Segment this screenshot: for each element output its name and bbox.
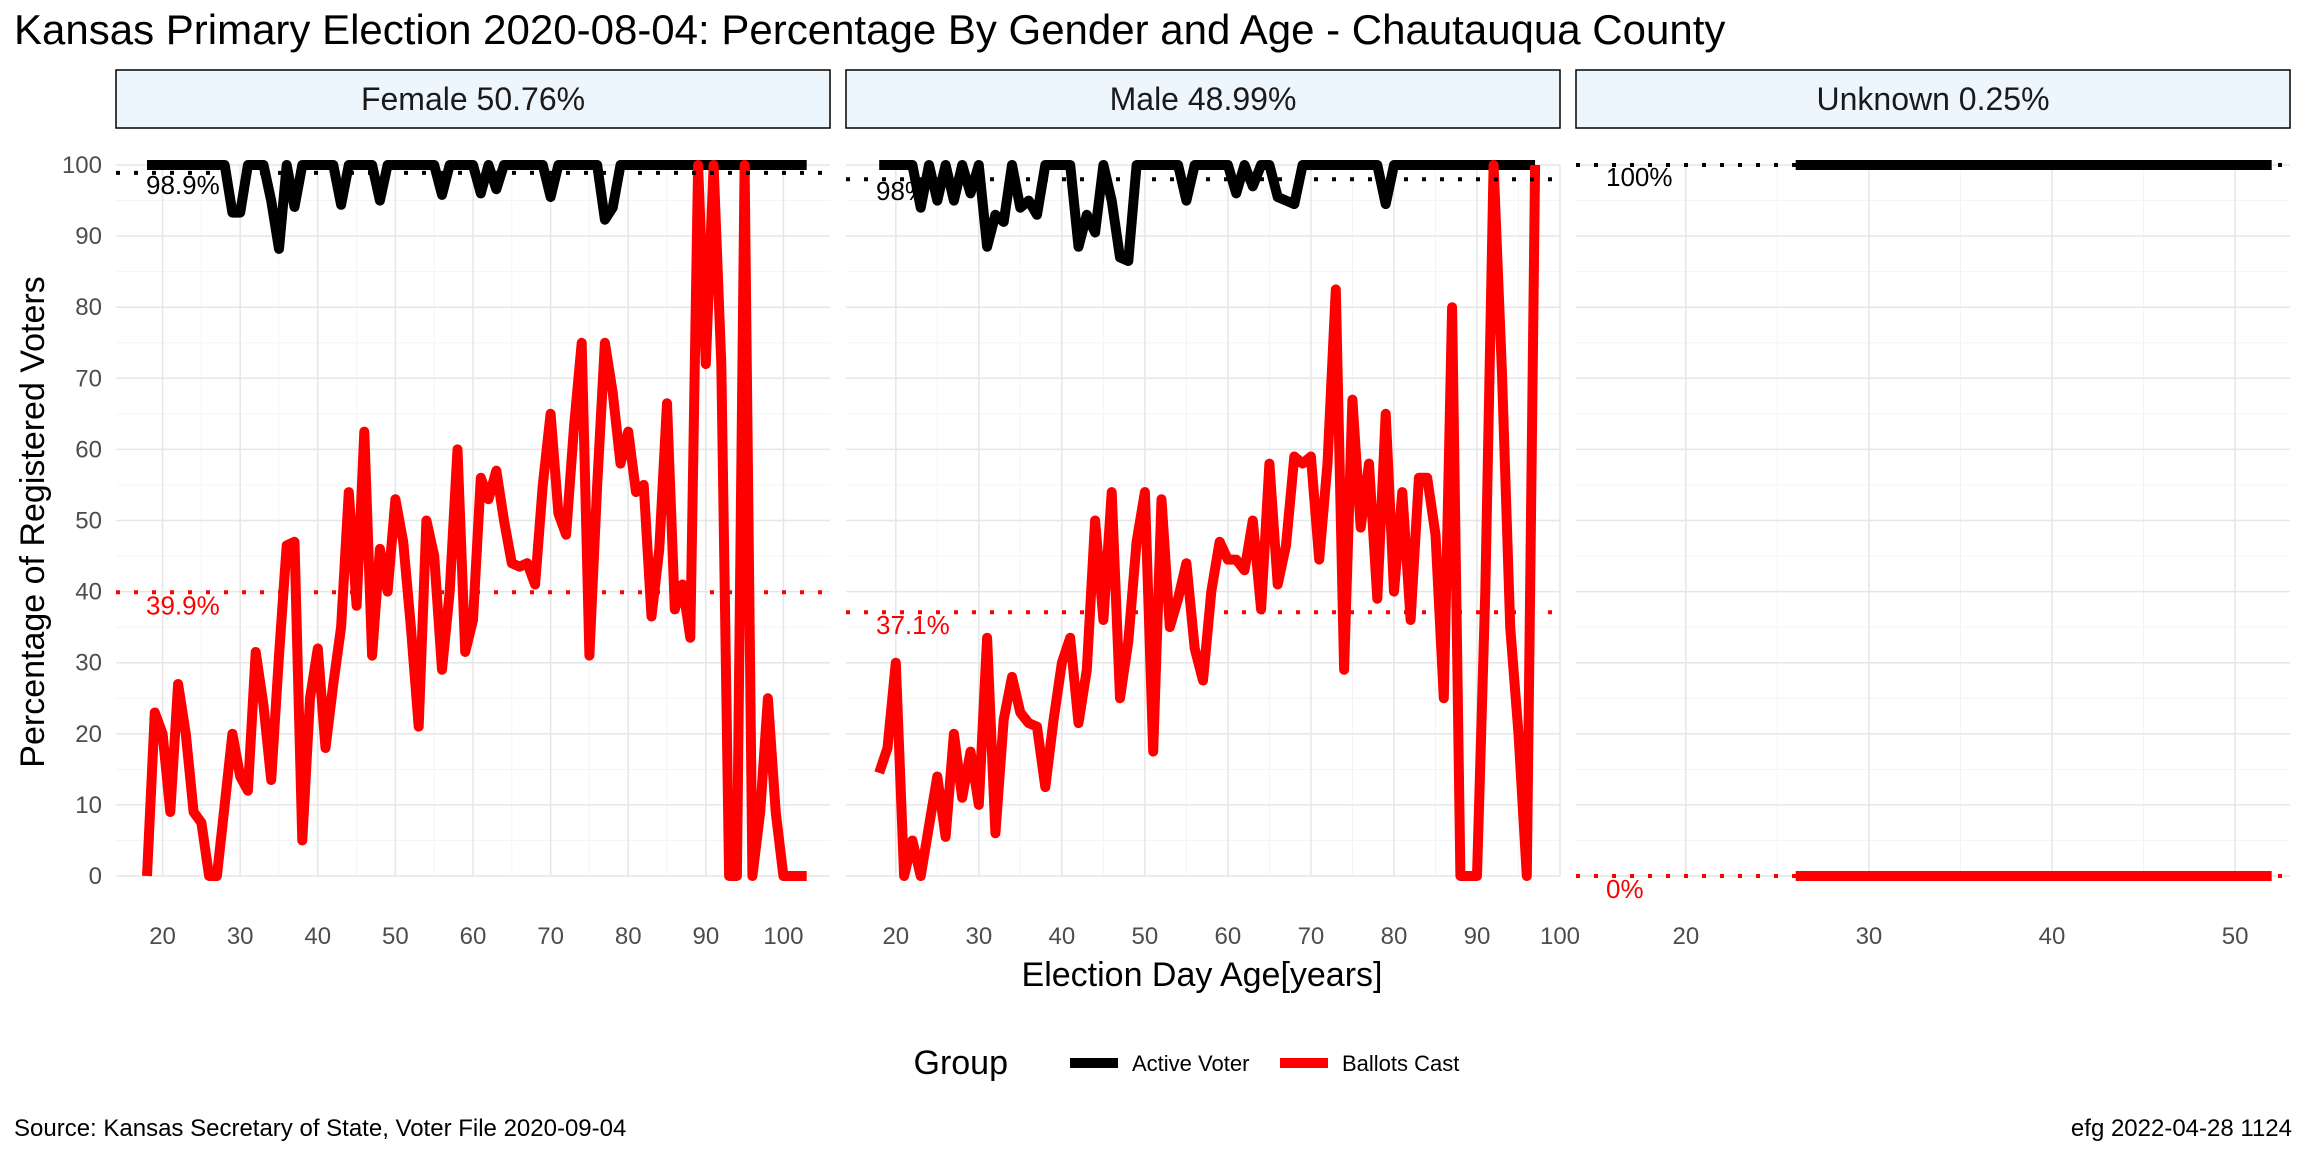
x-tick-label: 80 <box>615 923 642 950</box>
y-axis-label: Percentage of Registered Voters <box>14 276 52 767</box>
x-tick-label: 30 <box>965 923 992 950</box>
facet-strip-label: Female 50.76% <box>361 81 585 117</box>
x-tick-label: 50 <box>1132 923 1159 950</box>
y-tick-label: 20 <box>75 721 102 748</box>
x-tick-label: 60 <box>460 923 487 950</box>
facet-panel-3: Unknown 0.25% 20 30 40 50 100% 0% <box>1575 69 2291 950</box>
ballots-cast-reference-label: 39.9% <box>146 590 220 620</box>
x-tick-label: 30 <box>227 923 254 950</box>
facet-panel-2: Male 48.99% 20 30 40 50 60 70 80 90 100 98% 37.1% <box>845 69 1580 950</box>
legend-label-ballots: Ballots Cast <box>1342 1051 1459 1076</box>
facet-strip <box>115 69 831 129</box>
timestamp-note: efg 2022-04-28 1124 <box>2071 1115 2292 1142</box>
x-tick-label: 50 <box>382 923 409 950</box>
x-tick-label: 40 <box>1049 923 1076 950</box>
x-axis-label: Election Day Age[years] <box>1022 956 1383 994</box>
ballots-cast-line <box>142 160 807 881</box>
x-tick-label: 100 <box>1540 923 1580 950</box>
x-tick-label: 90 <box>1464 923 1491 950</box>
ballots-cast-reference-label: 37.1% <box>876 610 950 640</box>
chart-title: Kansas Primary Election 2020-08-04: Perc… <box>14 6 1725 53</box>
facet-strip-label: Unknown 0.25% <box>1816 81 2049 117</box>
facet-strip <box>845 69 1561 129</box>
x-tick-label: 100 <box>763 923 803 950</box>
legend: Group Active Voter Ballots Cast <box>914 1044 1460 1082</box>
x-tick-label: 20 <box>149 923 176 950</box>
facet-panel-1: Female 50.76% 20 30 40 50 60 70 80 90 100 98.9% 39.… <box>115 69 831 950</box>
ballots-cast-line <box>874 160 1541 881</box>
x-tick-label: 50 <box>2222 923 2249 950</box>
x-tick-label: 70 <box>537 923 564 950</box>
y-tick-label: 90 <box>75 223 102 250</box>
x-tick-label: 60 <box>1215 923 1242 950</box>
y-tick-label: 70 <box>75 365 102 392</box>
panels: Female 50.76% 20 30 40 50 60 70 80 90 100 98.9% 39.… <box>115 69 2291 950</box>
facet-strip <box>1575 69 2291 129</box>
x-tick-label: 40 <box>2039 923 2066 950</box>
y-tick-label: 30 <box>75 650 102 677</box>
y-tick-label: 100 <box>62 152 102 179</box>
x-tick-label: 20 <box>882 923 909 950</box>
y-tick-label: 60 <box>75 436 102 463</box>
y-tick-label: 10 <box>75 792 102 819</box>
x-tick-label: 40 <box>304 923 331 950</box>
legend-label-active: Active Voter <box>1132 1051 1249 1076</box>
x-tick-label: 90 <box>692 923 719 950</box>
legend-title: Group <box>914 1044 1009 1082</box>
active-voter-reference-label: 100% <box>1606 162 1673 192</box>
x-tick-label: 30 <box>1856 923 1883 950</box>
facet-strip-label: Male 48.99% <box>1110 81 1297 117</box>
active-voter-reference-label: 98.9% <box>146 170 220 200</box>
active-voter-reference-label: 98% <box>876 176 928 206</box>
ballots-cast-reference-label: 0% <box>1606 874 1644 904</box>
y-tick-label: 0 <box>89 863 102 890</box>
source-note: Source: Kansas Secretary of State, Voter… <box>14 1115 626 1142</box>
y-axis: 0 10 20 30 40 50 60 70 80 90 100 <box>62 152 102 890</box>
x-tick-label: 80 <box>1381 923 1408 950</box>
active-voter-line <box>879 160 1536 266</box>
y-tick-label: 50 <box>75 508 102 535</box>
y-tick-label: 80 <box>75 294 102 321</box>
x-tick-label: 70 <box>1298 923 1325 950</box>
y-tick-label: 40 <box>75 579 102 606</box>
x-tick-label: 20 <box>1672 923 1699 950</box>
